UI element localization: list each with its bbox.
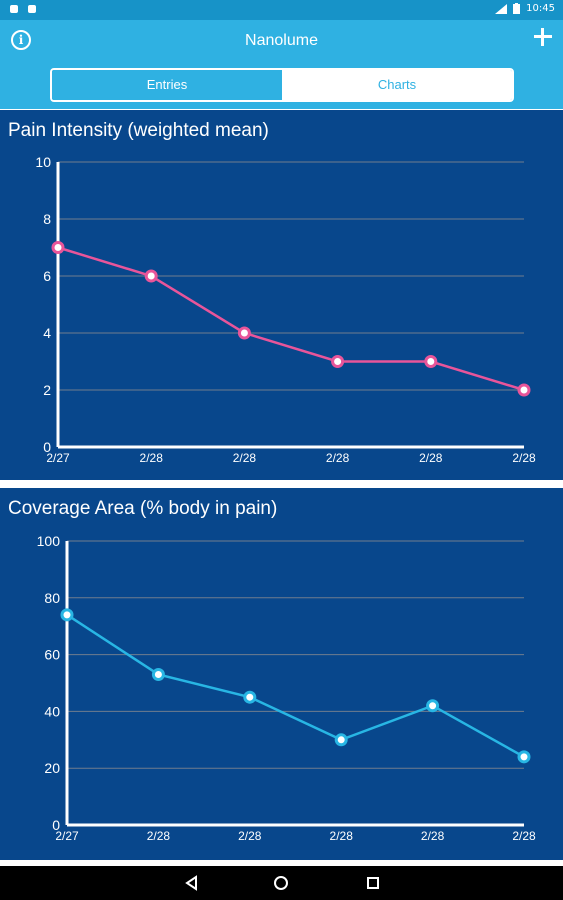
y-tick-label: 0 [43, 439, 51, 455]
data-point [243, 690, 257, 704]
x-tick-label: 2/27 [55, 829, 79, 843]
info-icon[interactable]: i [11, 30, 31, 50]
x-tick-label: 2/27 [46, 451, 70, 465]
y-tick-label: 6 [43, 268, 51, 284]
pain-intensity-chart: 0 2 4 6 8 10 2/27 2/28 2/28 2/28 2/28 2/28 [35, 154, 536, 465]
y-tick-label: 60 [44, 647, 60, 663]
series-line [66, 613, 525, 758]
coverage-area-panel: Coverage Area (% body in pain) 0 20 40 60 80… [0, 488, 563, 860]
data-point [151, 667, 165, 681]
data-point [331, 355, 345, 368]
navigation-bar [0, 866, 563, 900]
y-tick-label: 8 [43, 211, 51, 227]
segmented-control: Entries Charts [50, 68, 514, 102]
y-tick-label: 0 [52, 817, 60, 833]
data-point [237, 326, 251, 340]
x-tick-label: 2/28 [419, 451, 443, 465]
signal-icon [495, 3, 508, 14]
x-tick-label: 2/28 [238, 829, 262, 843]
data-point [426, 699, 440, 713]
y-tick-label: 4 [43, 325, 51, 341]
notification-icon [28, 5, 36, 13]
tab-strip: Entries Charts [0, 63, 563, 109]
data-point [334, 733, 348, 747]
y-tick-label: 40 [44, 703, 60, 719]
chart-title: Pain Intensity (weighted mean) [8, 120, 269, 141]
x-tick-label: 2/28 [233, 451, 257, 465]
chart-title: Coverage Area (% body in pain) [8, 498, 278, 519]
pain-intensity-panel: Pain Intensity (weighted mean) 0 2 4 6 8 10 2/… [0, 110, 563, 480]
app-title: Nanolume [245, 32, 318, 49]
home-circle-icon[interactable] [273, 875, 289, 891]
y-tick-label: 80 [44, 590, 60, 606]
x-tick-label: 2/28 [147, 829, 171, 843]
y-tick-label: 20 [44, 760, 60, 776]
data-point [424, 355, 438, 368]
series-line [57, 246, 525, 392]
notification-icon [10, 5, 18, 13]
battery-icon [513, 3, 521, 14]
data-point [517, 750, 531, 764]
x-tick-label: 2/28 [512, 829, 536, 843]
data-point [517, 383, 531, 397]
recents-square-icon[interactable] [365, 875, 381, 891]
tab-charts[interactable]: Charts [282, 70, 512, 100]
coverage-area-chart: 0 20 40 60 80 100 2/27 2/28 2/28 2/28 2/28 2/28 [37, 533, 536, 843]
app-bar: i Nanolume [0, 20, 563, 63]
data-point [60, 608, 74, 622]
plus-icon[interactable] [533, 27, 553, 47]
back-triangle-icon[interactable] [184, 875, 200, 891]
data-point [144, 269, 158, 283]
y-tick-label: 100 [37, 533, 61, 549]
x-tick-label: 2/28 [140, 451, 164, 465]
tab-entries[interactable]: Entries [52, 70, 282, 100]
x-tick-label: 2/28 [330, 829, 354, 843]
status-bar: 10:45 [0, 0, 563, 20]
x-tick-label: 2/28 [421, 829, 445, 843]
y-tick-label: 2 [43, 382, 51, 398]
x-tick-label: 2/28 [512, 451, 536, 465]
y-tick-label: 10 [35, 154, 51, 170]
data-point [51, 241, 65, 254]
x-tick-label: 2/28 [326, 451, 350, 465]
status-time: 10:45 [526, 3, 555, 14]
